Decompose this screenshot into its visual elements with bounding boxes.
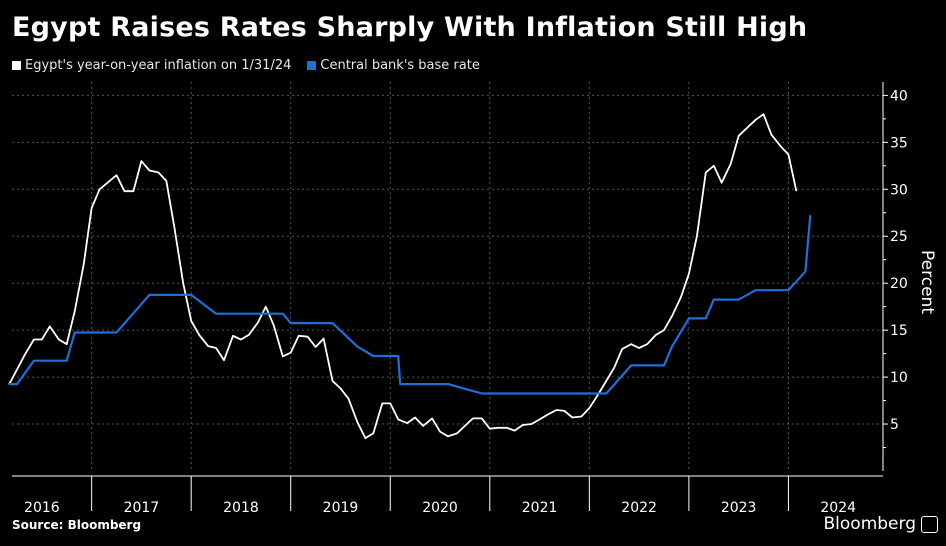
y-tick-label-20: 20	[890, 276, 908, 292]
y-axis-label: Percent	[917, 250, 937, 314]
legend-item-base-rate: Central bank's base rate	[307, 58, 480, 73]
y-tick-label-40: 40	[890, 88, 908, 104]
legend-swatch-inflation	[12, 61, 21, 70]
x-tick-label-2018: 2018	[223, 500, 259, 516]
legend-label-base-rate: Central bank's base rate	[320, 58, 480, 73]
source-note: Source: Bloomberg	[12, 518, 142, 532]
brand-badge-icon	[921, 516, 938, 533]
y-tick-label-5: 5	[890, 417, 899, 433]
x-tick-label-2022: 2022	[621, 500, 657, 516]
brand-logo-text: Bloomberg	[823, 514, 916, 534]
y-tick-label-15: 15	[890, 323, 908, 339]
series-line-base-rate	[9, 215, 812, 395]
legend-label-inflation: Egypt's year-on-year inflation on 1/31/2…	[25, 58, 292, 73]
x-tick-label-2021: 2021	[522, 500, 558, 516]
y-tick-label-30: 30	[890, 182, 908, 198]
x-tick-label-2024: 2024	[820, 500, 856, 516]
y-tick-label-25: 25	[890, 229, 908, 245]
legend-item-inflation: Egypt's year-on-year inflation on 1/31/2…	[12, 58, 291, 73]
x-tick-label-2020: 2020	[422, 500, 458, 516]
legend-swatch-base-rate	[307, 61, 317, 70]
x-tick-label-2023: 2023	[721, 500, 757, 516]
y-tick-label-35: 35	[890, 135, 908, 151]
chart-title: Egypt Raises Rates Sharply With Inflatio…	[12, 12, 808, 43]
y-tick-label-10: 10	[890, 370, 908, 386]
x-tick-label-2017: 2017	[124, 500, 160, 516]
x-tick-label-2019: 2019	[323, 500, 359, 516]
series-line-inflation	[8, 113, 798, 439]
chart-legend: Egypt's year-on-year inflation on 1/31/2…	[12, 58, 480, 73]
x-tick-label-2016: 2016	[24, 500, 60, 516]
